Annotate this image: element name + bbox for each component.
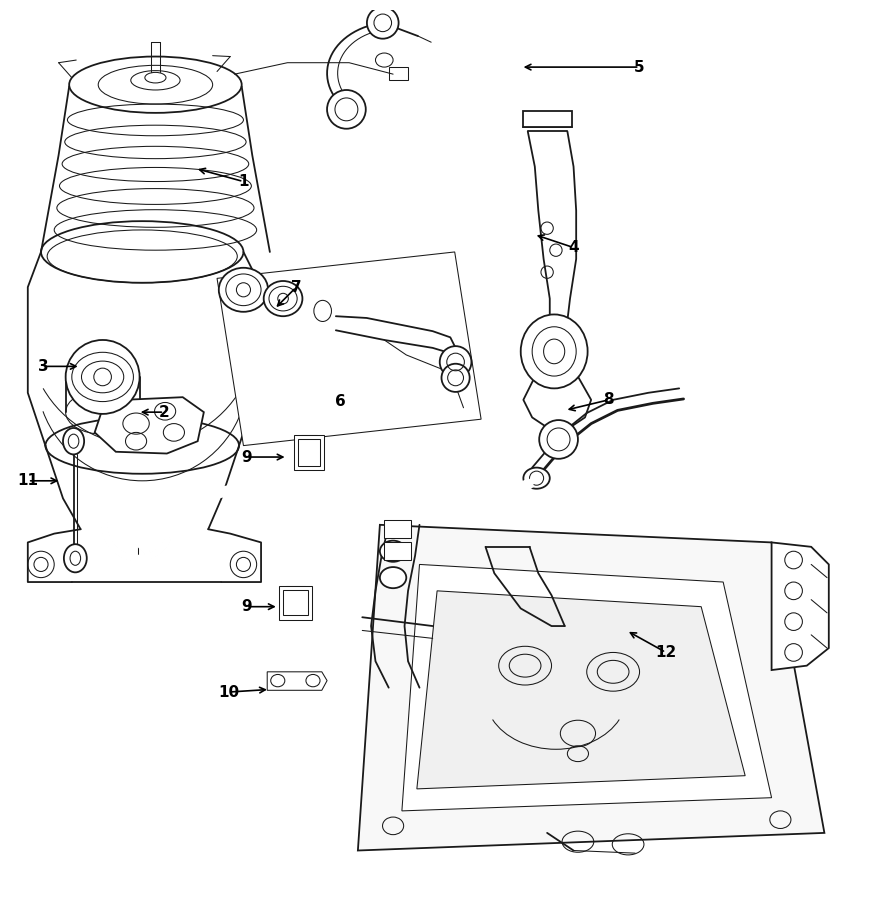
Ellipse shape <box>442 364 470 392</box>
FancyBboxPatch shape <box>294 435 324 470</box>
Text: 7: 7 <box>291 280 302 294</box>
Polygon shape <box>384 543 411 560</box>
Polygon shape <box>772 543 829 670</box>
Polygon shape <box>384 520 411 538</box>
Polygon shape <box>217 252 481 446</box>
Bar <box>524 111 572 127</box>
Ellipse shape <box>264 281 302 316</box>
Ellipse shape <box>540 420 578 459</box>
Polygon shape <box>94 397 204 454</box>
Polygon shape <box>417 590 745 789</box>
Ellipse shape <box>524 468 550 489</box>
Ellipse shape <box>219 268 268 311</box>
Text: 9: 9 <box>241 599 252 614</box>
Text: 5: 5 <box>634 59 645 75</box>
Ellipse shape <box>327 90 366 129</box>
Ellipse shape <box>367 7 398 39</box>
Text: 6: 6 <box>335 394 345 410</box>
Text: 2: 2 <box>159 405 170 419</box>
FancyBboxPatch shape <box>279 587 312 620</box>
Text: 1: 1 <box>238 174 249 189</box>
Text: 3: 3 <box>38 359 49 374</box>
Polygon shape <box>358 525 825 850</box>
Bar <box>389 68 408 80</box>
Text: 11: 11 <box>18 473 38 489</box>
Ellipse shape <box>64 544 87 572</box>
Text: 4: 4 <box>569 240 579 255</box>
Text: 8: 8 <box>603 392 614 408</box>
Ellipse shape <box>380 541 406 562</box>
Ellipse shape <box>521 314 587 389</box>
Ellipse shape <box>440 346 472 378</box>
Ellipse shape <box>380 567 406 589</box>
Ellipse shape <box>63 428 84 454</box>
Polygon shape <box>402 564 772 811</box>
Ellipse shape <box>65 340 140 414</box>
Text: 12: 12 <box>655 645 676 660</box>
Text: 10: 10 <box>218 685 239 699</box>
Polygon shape <box>268 671 327 690</box>
Text: 9: 9 <box>241 449 252 464</box>
